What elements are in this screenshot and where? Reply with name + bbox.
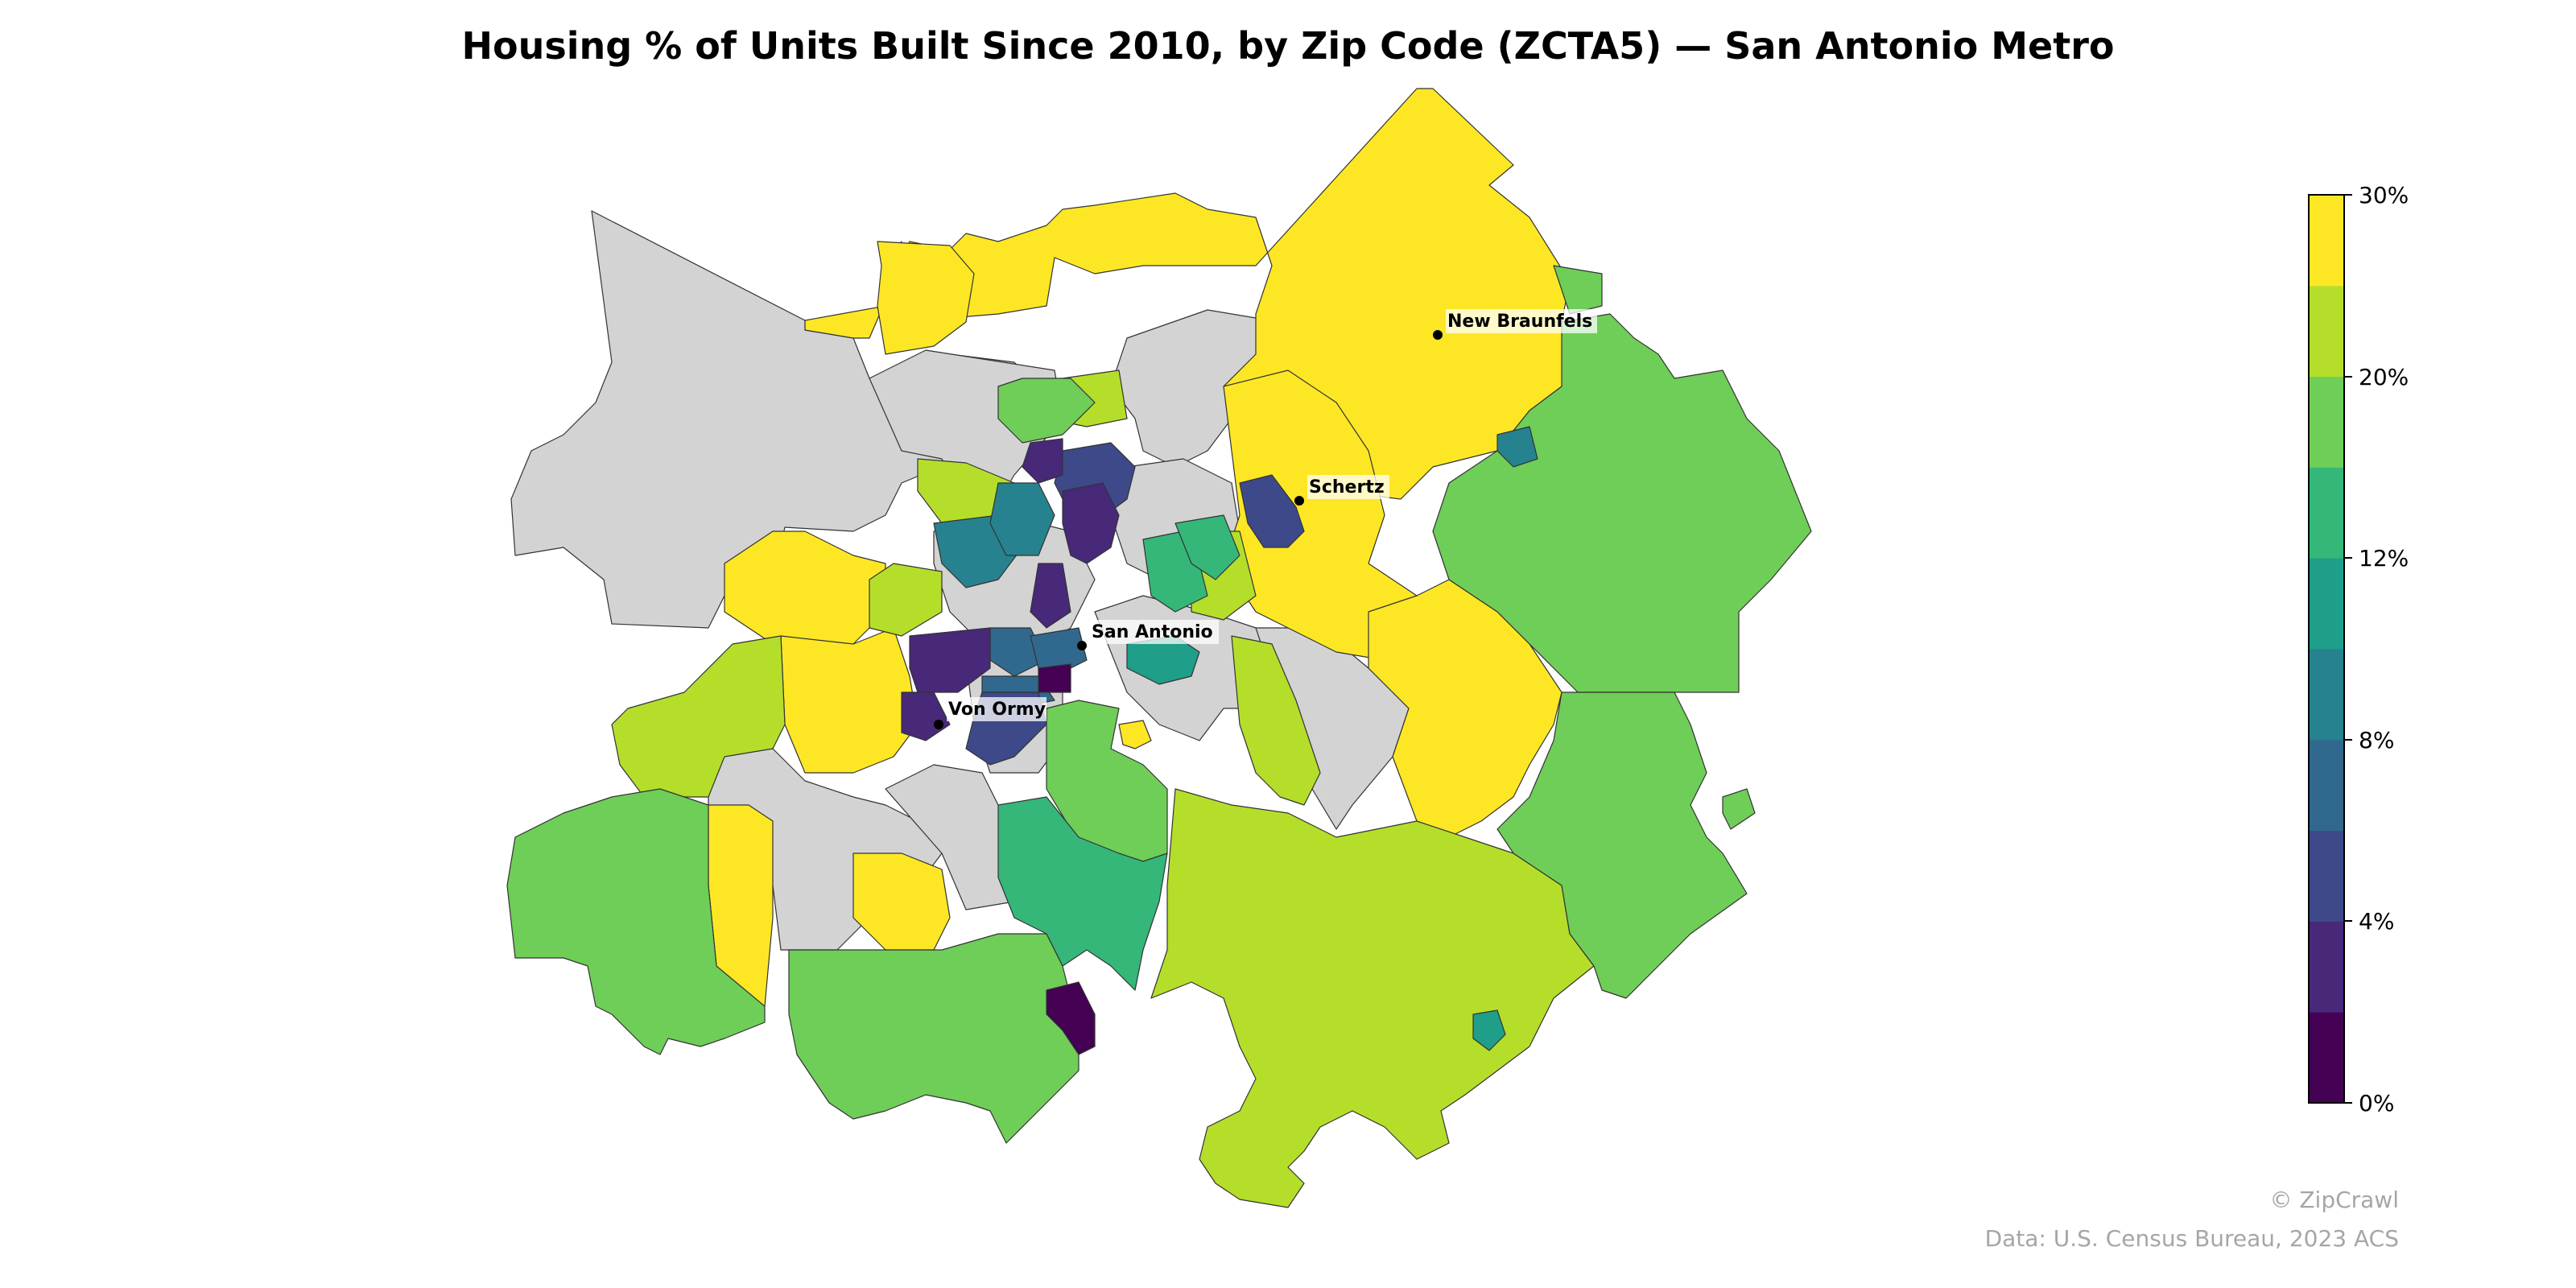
city-label: Schertz xyxy=(1309,477,1385,497)
colorbar-bins xyxy=(2309,195,2344,1104)
zcta-region[interactable] xyxy=(1722,788,1756,830)
zcta-region[interactable] xyxy=(1174,514,1241,580)
colorbar-bin xyxy=(2309,376,2344,468)
credit-text: © ZipCrawl xyxy=(2269,1187,2399,1213)
city-new-braunfels: New Braunfels xyxy=(1433,309,1597,340)
zcta-region[interactable] xyxy=(1038,663,1071,693)
city-san-antonio: San Antonio xyxy=(1077,620,1219,650)
colorbar-tick-label: 4% xyxy=(2359,908,2394,935)
city-label: San Antonio xyxy=(1092,622,1213,642)
city-von-ormy: Von Ormy xyxy=(934,697,1046,729)
zcta-region[interactable] xyxy=(1062,482,1120,564)
zcta-region[interactable] xyxy=(724,530,886,653)
colorbar-legend: 30% 20% 12% 8% 4% 0% xyxy=(2308,182,2409,1117)
city-labels: New Braunfels Schertz San Antonio Von Or… xyxy=(934,309,1597,729)
zcta-region[interactable] xyxy=(852,852,951,951)
colorbar-bin xyxy=(2309,285,2344,378)
city-label: Von Ormy xyxy=(948,700,1046,720)
zcta-region[interactable] xyxy=(1496,426,1538,468)
city-label: New Braunfels xyxy=(1447,312,1592,332)
colorbar-bin xyxy=(2309,467,2344,559)
colorbar-bin xyxy=(2309,1012,2344,1104)
zcta-region[interactable] xyxy=(997,378,1096,444)
zcta-region[interactable] xyxy=(901,691,951,741)
zcta-region[interactable] xyxy=(788,933,1080,1144)
zcta-region[interactable] xyxy=(1496,691,1748,999)
colorbar-bin xyxy=(2309,921,2344,1013)
city-marker xyxy=(1294,496,1304,506)
colorbar-tick-label: 30% xyxy=(2359,182,2409,208)
zcta-region[interactable] xyxy=(1030,563,1071,629)
zcta-region[interactable] xyxy=(1022,438,1063,484)
zcta-region[interactable] xyxy=(1046,981,1096,1055)
colorbar-tick-label: 20% xyxy=(2359,364,2409,390)
data-source-text: Data: U.S. Census Bureau, 2023 ACS xyxy=(1984,1225,2399,1252)
zcta-region[interactable] xyxy=(997,796,1168,991)
city-marker xyxy=(1433,330,1443,340)
colorbar-ticks xyxy=(2344,194,2352,1104)
colorbar-bin xyxy=(2309,649,2344,741)
city-marker xyxy=(1077,641,1087,650)
zcta-region[interactable] xyxy=(1472,1009,1506,1051)
zcta-region[interactable] xyxy=(1432,313,1812,693)
zcta-region[interactable] xyxy=(611,635,786,798)
colorbar-bin xyxy=(2309,195,2344,287)
city-schertz: Schertz xyxy=(1294,475,1389,506)
zcta-regions xyxy=(506,88,1812,1208)
colorbar-tick-label: 8% xyxy=(2359,727,2394,753)
colorbar-bin xyxy=(2309,830,2344,922)
city-marker xyxy=(934,720,943,729)
zcta-region[interactable] xyxy=(909,627,991,693)
colorbar-bin xyxy=(2309,558,2344,650)
colorbar-bin xyxy=(2309,739,2344,832)
colorbar-tick-label: 0% xyxy=(2359,1090,2394,1117)
zcta-region[interactable] xyxy=(1118,720,1152,749)
zcta-region[interactable] xyxy=(506,788,766,1055)
zcta-region[interactable] xyxy=(1110,309,1289,468)
zcta-region[interactable] xyxy=(780,627,919,774)
zcta-region[interactable] xyxy=(1231,635,1321,806)
colorbar-tick-label: 12% xyxy=(2359,545,2409,572)
map-title: Housing % of Units Built Since 2010, by … xyxy=(461,24,2115,68)
zcta-region[interactable] xyxy=(1239,474,1305,548)
zcta-region[interactable] xyxy=(869,563,943,637)
colorbar-frame xyxy=(2308,194,2345,1104)
zcta-region[interactable] xyxy=(877,241,975,355)
